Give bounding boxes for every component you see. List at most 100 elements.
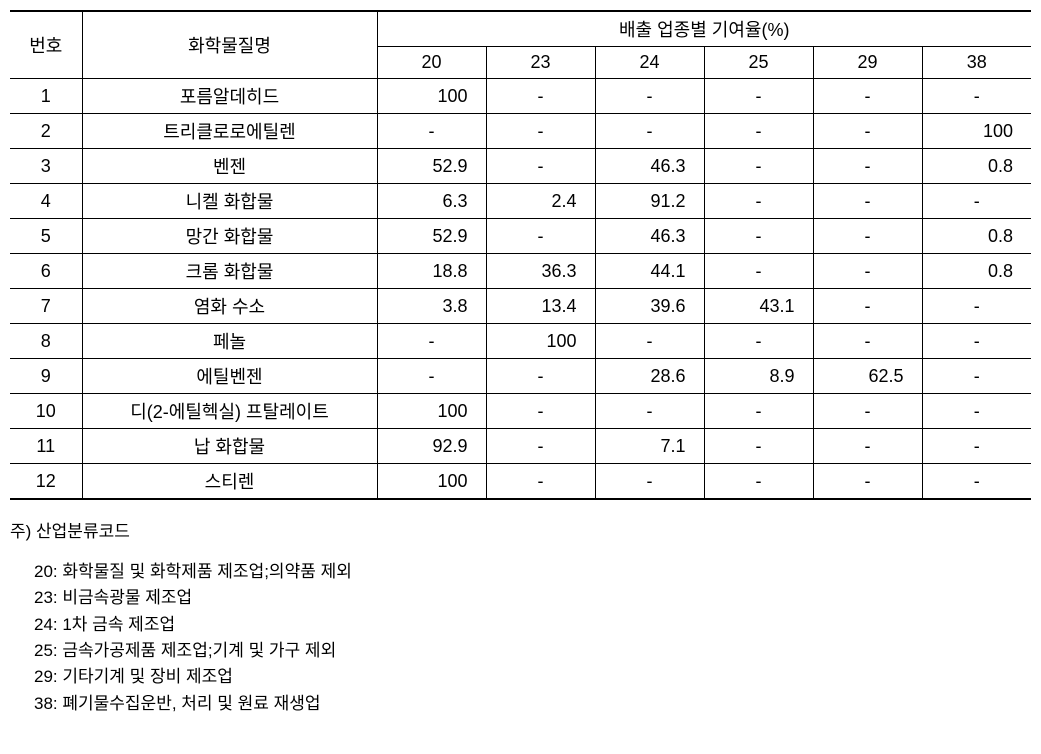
row-number: 8 bbox=[10, 324, 82, 359]
value-cell: - bbox=[813, 219, 922, 254]
table-row: 12스티렌100----- bbox=[10, 464, 1031, 500]
value-cell: - bbox=[377, 114, 486, 149]
table-row: 11납 화합물92.9-7.1--- bbox=[10, 429, 1031, 464]
header-col-23: 23 bbox=[486, 47, 595, 79]
value-cell: 0.8 bbox=[922, 149, 1031, 184]
value-cell: 46.3 bbox=[595, 219, 704, 254]
value-cell: - bbox=[813, 394, 922, 429]
header-col-25: 25 bbox=[704, 47, 813, 79]
chemical-name: 크롬 화합물 bbox=[82, 254, 377, 289]
chemical-name: 페놀 bbox=[82, 324, 377, 359]
value-cell: - bbox=[813, 464, 922, 500]
row-number: 4 bbox=[10, 184, 82, 219]
value-cell: 36.3 bbox=[486, 254, 595, 289]
footnote-item: 23: 비금속광물 제조업 bbox=[34, 585, 1031, 611]
value-cell: 0.8 bbox=[922, 254, 1031, 289]
value-cell: 3.8 bbox=[377, 289, 486, 324]
value-cell: 18.8 bbox=[377, 254, 486, 289]
value-cell: - bbox=[595, 324, 704, 359]
footnote-title: 주) 산업분류코드 bbox=[10, 518, 1031, 547]
chemical-name: 니켈 화합물 bbox=[82, 184, 377, 219]
value-cell: - bbox=[704, 429, 813, 464]
contribution-table: 번호 화학물질명 배출 업종별 기여율(%) 20 23 24 25 29 38… bbox=[10, 10, 1031, 500]
value-cell: - bbox=[922, 324, 1031, 359]
header-col-20: 20 bbox=[377, 47, 486, 79]
value-cell: 62.5 bbox=[813, 359, 922, 394]
value-cell: - bbox=[922, 359, 1031, 394]
value-cell: - bbox=[377, 359, 486, 394]
value-cell: 91.2 bbox=[595, 184, 704, 219]
header-col-24: 24 bbox=[595, 47, 704, 79]
chemical-name: 염화 수소 bbox=[82, 289, 377, 324]
value-cell: - bbox=[486, 429, 595, 464]
chemical-name: 벤젠 bbox=[82, 149, 377, 184]
value-cell: 39.6 bbox=[595, 289, 704, 324]
table-row: 10디(2-에틸헥실) 프탈레이트100----- bbox=[10, 394, 1031, 429]
row-number: 3 bbox=[10, 149, 82, 184]
value-cell: - bbox=[486, 359, 595, 394]
value-cell: 52.9 bbox=[377, 219, 486, 254]
row-number: 12 bbox=[10, 464, 82, 500]
value-cell: - bbox=[922, 464, 1031, 500]
value-cell: 43.1 bbox=[704, 289, 813, 324]
chemical-name: 디(2-에틸헥실) 프탈레이트 bbox=[82, 394, 377, 429]
row-number: 1 bbox=[10, 79, 82, 114]
header-number: 번호 bbox=[10, 11, 82, 79]
value-cell: - bbox=[813, 149, 922, 184]
value-cell: - bbox=[813, 184, 922, 219]
value-cell: 100 bbox=[377, 464, 486, 500]
footnote-item: 24: 1차 금속 제조업 bbox=[34, 612, 1031, 638]
value-cell: - bbox=[813, 114, 922, 149]
row-number: 7 bbox=[10, 289, 82, 324]
header-col-38: 38 bbox=[922, 47, 1031, 79]
value-cell: 100 bbox=[377, 394, 486, 429]
table-row: 9에틸벤젠--28.68.962.5- bbox=[10, 359, 1031, 394]
table-row: 3벤젠52.9-46.3--0.8 bbox=[10, 149, 1031, 184]
footnote-item: 20: 화학물질 및 화학제품 제조업;의약품 제외 bbox=[34, 559, 1031, 585]
value-cell: - bbox=[595, 464, 704, 500]
value-cell: - bbox=[704, 324, 813, 359]
value-cell: 13.4 bbox=[486, 289, 595, 324]
table-body: 1포름알데히드100-----2트리클로로에틸렌-----1003벤젠52.9-… bbox=[10, 79, 1031, 500]
value-cell: - bbox=[486, 79, 595, 114]
header-col-29: 29 bbox=[813, 47, 922, 79]
value-cell: - bbox=[922, 79, 1031, 114]
value-cell: 44.1 bbox=[595, 254, 704, 289]
chemical-name: 트리클로로에틸렌 bbox=[82, 114, 377, 149]
value-cell: - bbox=[704, 464, 813, 500]
row-number: 11 bbox=[10, 429, 82, 464]
footnote-item: 38: 폐기물수집운반, 처리 및 원료 재생업 bbox=[34, 691, 1031, 717]
header-group: 배출 업종별 기여율(%) bbox=[377, 11, 1031, 47]
value-cell: - bbox=[704, 79, 813, 114]
value-cell: - bbox=[813, 429, 922, 464]
table-row: 2트리클로로에틸렌-----100 bbox=[10, 114, 1031, 149]
row-number: 9 bbox=[10, 359, 82, 394]
chemical-name: 에틸벤젠 bbox=[82, 359, 377, 394]
value-cell: - bbox=[486, 114, 595, 149]
value-cell: 2.4 bbox=[486, 184, 595, 219]
value-cell: - bbox=[813, 79, 922, 114]
table-row: 7염화 수소3.813.439.643.1-- bbox=[10, 289, 1031, 324]
value-cell: - bbox=[704, 254, 813, 289]
chemical-name: 스티렌 bbox=[82, 464, 377, 500]
value-cell: - bbox=[486, 464, 595, 500]
value-cell: 46.3 bbox=[595, 149, 704, 184]
footnote-list: 20: 화학물질 및 화학제품 제조업;의약품 제외23: 비금속광물 제조업2… bbox=[10, 559, 1031, 717]
value-cell: - bbox=[704, 394, 813, 429]
table-row: 5망간 화합물52.9-46.3--0.8 bbox=[10, 219, 1031, 254]
footnote-item: 25: 금속가공제품 제조업;기계 및 가구 제외 bbox=[34, 638, 1031, 664]
chemical-name: 포름알데히드 bbox=[82, 79, 377, 114]
row-number: 10 bbox=[10, 394, 82, 429]
value-cell: 92.9 bbox=[377, 429, 486, 464]
value-cell: - bbox=[595, 79, 704, 114]
value-cell: - bbox=[486, 149, 595, 184]
value-cell: - bbox=[595, 394, 704, 429]
value-cell: 28.6 bbox=[595, 359, 704, 394]
table-row: 1포름알데히드100----- bbox=[10, 79, 1031, 114]
value-cell: - bbox=[922, 394, 1031, 429]
value-cell: - bbox=[704, 219, 813, 254]
table-row: 8페놀-100---- bbox=[10, 324, 1031, 359]
value-cell: - bbox=[377, 324, 486, 359]
footnotes: 주) 산업분류코드 20: 화학물질 및 화학제품 제조업;의약품 제외23: … bbox=[10, 518, 1031, 717]
value-cell: 100 bbox=[922, 114, 1031, 149]
